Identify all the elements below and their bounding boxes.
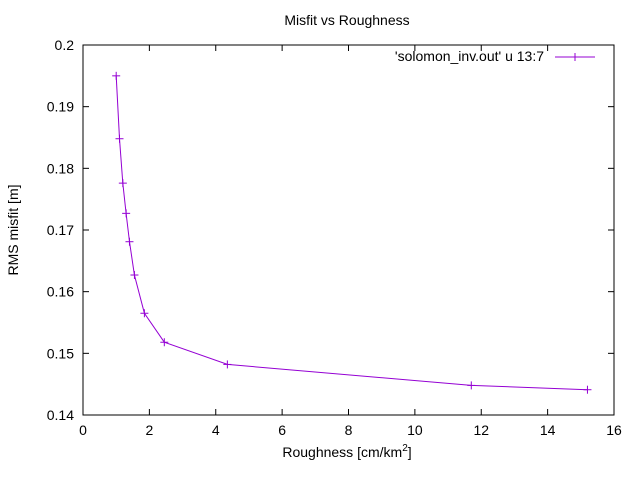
y-tick-label: 0.18 xyxy=(47,160,74,176)
data-point xyxy=(112,71,121,80)
x-tick-label: 16 xyxy=(606,422,622,438)
y-tick-label: 0.15 xyxy=(47,345,74,361)
x-tick-label: 14 xyxy=(540,422,556,438)
data-point xyxy=(122,209,131,218)
x-tick-label: 8 xyxy=(345,422,353,438)
data-point xyxy=(125,237,134,246)
y-tick-label: 0.16 xyxy=(47,284,74,300)
data-point xyxy=(140,309,149,318)
series-line xyxy=(115,75,588,391)
data-point xyxy=(160,338,169,347)
legend-swatch-marker xyxy=(571,53,579,61)
data-point xyxy=(130,271,139,280)
x-tick-label: 10 xyxy=(407,422,423,438)
y-tick-label: 0.2 xyxy=(55,37,75,53)
y-tick-label: 0.19 xyxy=(47,99,74,115)
data-point xyxy=(583,385,592,394)
x-tick-label: 6 xyxy=(278,422,286,438)
y-tick-label: 0.17 xyxy=(47,222,74,238)
legend-label: 'solomon_inv.out' u 13:7 xyxy=(395,48,544,64)
x-tick-label: 0 xyxy=(79,422,87,438)
data-point xyxy=(223,360,232,369)
y-axis: 0.14 0.15 0.16 0.17 0.18 0.19 0.2 xyxy=(47,37,614,423)
x-axis-label: Roughness [cm/km2] xyxy=(282,443,411,460)
x-tick-label: 4 xyxy=(212,422,220,438)
legend: 'solomon_inv.out' u 13:7 xyxy=(395,48,595,64)
x-tick-label: 2 xyxy=(145,422,153,438)
x-axis: 0 2 4 6 8 10 12 14 16 xyxy=(79,45,622,438)
data-point xyxy=(467,381,476,390)
plot-frame xyxy=(82,44,615,416)
data-point xyxy=(118,179,127,188)
y-axis-label: RMS misfit [m] xyxy=(5,185,21,276)
y-tick-label: 0.14 xyxy=(47,407,74,423)
x-tick-label: 12 xyxy=(473,422,489,438)
chart-title: Misfit vs Roughness xyxy=(284,12,409,28)
series-layer xyxy=(112,71,592,394)
data-point xyxy=(115,134,124,143)
